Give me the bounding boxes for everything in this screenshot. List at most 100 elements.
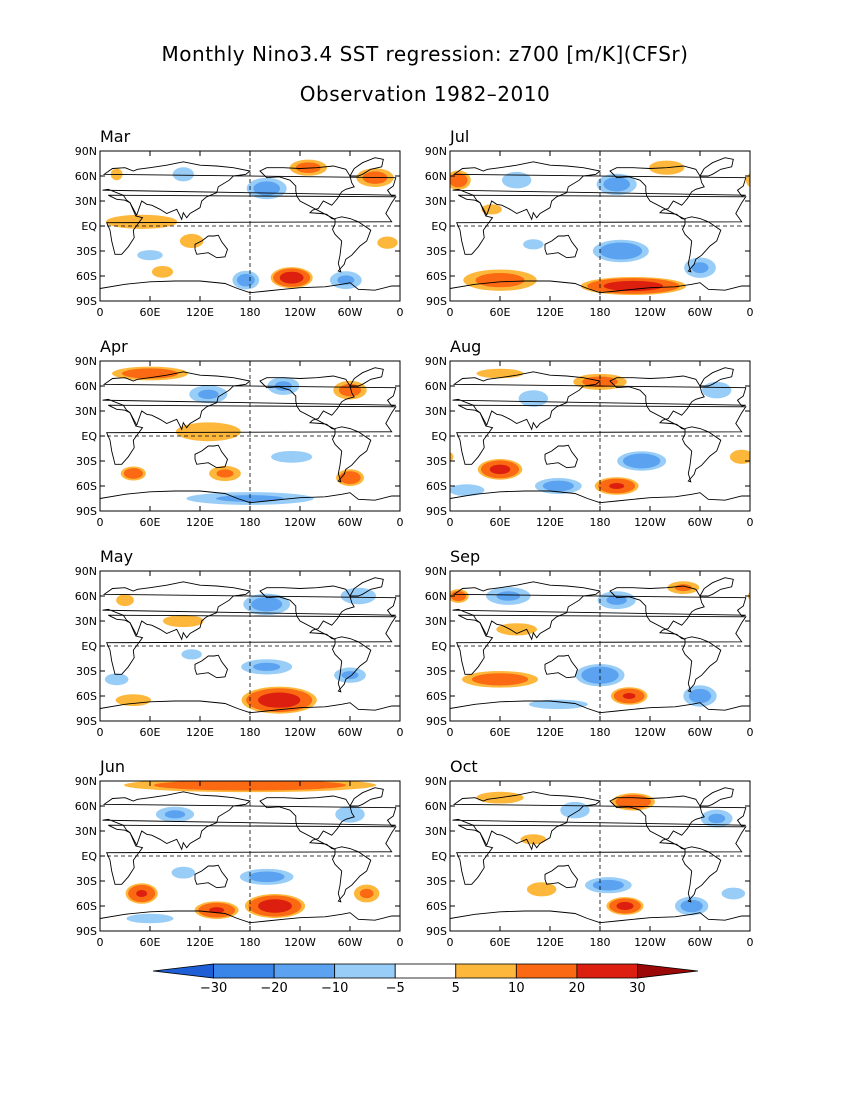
x-tick-label: 60W xyxy=(338,306,363,319)
coastline xyxy=(259,795,355,850)
panel-plot-area xyxy=(100,571,400,721)
coastline xyxy=(349,577,384,597)
coastline xyxy=(106,824,397,885)
x-tick-label: 0 xyxy=(447,306,454,319)
anomaly-region xyxy=(581,666,619,684)
anomaly-region xyxy=(151,265,174,278)
coastline xyxy=(699,367,734,387)
anomaly-region xyxy=(749,177,750,184)
y-tick-label: 30N xyxy=(425,195,447,208)
x-tick-label: 0 xyxy=(397,516,404,529)
x-tick-label: 180 xyxy=(590,516,611,529)
x-tick-label: 0 xyxy=(97,726,104,739)
y-tick-label: EQ xyxy=(431,850,447,863)
x-tick-label: 120E xyxy=(186,306,214,319)
y-tick-label: 90S xyxy=(76,295,97,308)
y-tick-label: 90S xyxy=(426,925,447,938)
coastline xyxy=(681,426,722,483)
coastline xyxy=(699,157,734,177)
anomaly-region xyxy=(747,591,750,601)
anomaly-region xyxy=(175,422,241,442)
coastline xyxy=(544,444,579,469)
panel-plot-area xyxy=(100,361,400,511)
panel-plot-area xyxy=(450,571,750,721)
coastline xyxy=(681,216,722,273)
colorbar-tick-label: −30 xyxy=(200,981,227,996)
anomaly-region xyxy=(105,214,178,229)
y-tick-label: 30N xyxy=(75,405,97,418)
x-tick-label: 0 xyxy=(747,936,754,949)
anomaly-region xyxy=(708,813,726,824)
coastline xyxy=(106,404,397,465)
y-tick-label: 60S xyxy=(76,900,97,913)
coastline xyxy=(456,194,747,255)
x-tick-label: 120W xyxy=(284,306,316,319)
anomaly-region xyxy=(377,236,398,249)
y-tick-label: 60S xyxy=(426,690,447,703)
colorbar-tick-label: 10 xyxy=(508,981,525,996)
y-tick-label: EQ xyxy=(81,640,97,653)
anomaly-region xyxy=(258,899,292,913)
anomaly-region xyxy=(592,879,624,891)
y-tick-label: 90N xyxy=(425,775,447,788)
anomaly-region xyxy=(450,451,454,462)
anomaly-region xyxy=(126,913,174,924)
x-tick-label: 60W xyxy=(688,726,713,739)
panel-plot-area xyxy=(450,781,750,931)
x-tick-label: 0 xyxy=(747,516,754,529)
coastline xyxy=(456,824,747,885)
anomaly-region xyxy=(137,250,163,261)
coastline xyxy=(609,795,705,850)
anomaly-region xyxy=(560,801,590,819)
coastline xyxy=(194,864,229,889)
anomaly-region xyxy=(162,614,204,628)
anomaly-region xyxy=(450,484,485,497)
x-tick-label: 0 xyxy=(747,306,754,319)
y-tick-label: 30S xyxy=(426,665,447,678)
anomaly-region xyxy=(450,173,468,188)
panel-plot-area xyxy=(100,781,400,931)
coastline xyxy=(609,165,705,220)
anomaly-region xyxy=(198,389,219,400)
colorbar-segment xyxy=(576,963,638,979)
x-tick-label: 120W xyxy=(634,936,666,949)
coastline xyxy=(331,846,372,903)
y-tick-label: EQ xyxy=(431,640,447,653)
panel-month-label: Oct xyxy=(450,757,478,776)
colorbar-segment xyxy=(637,963,699,979)
y-tick-label: 30S xyxy=(426,875,447,888)
colorbar-tick-label: 20 xyxy=(569,981,586,996)
coastline xyxy=(450,280,750,294)
y-tick-label: 90S xyxy=(426,715,447,728)
colorbar-tick-label: −5 xyxy=(386,981,405,996)
y-tick-label: 30S xyxy=(76,455,97,468)
x-tick-label: 60E xyxy=(140,516,161,529)
y-tick-label: 90S xyxy=(76,925,97,938)
y-tick-label: 30N xyxy=(425,825,447,838)
coastline xyxy=(544,654,579,679)
y-tick-label: 30N xyxy=(425,405,447,418)
anomaly-region xyxy=(450,590,466,602)
y-tick-label: EQ xyxy=(81,850,97,863)
coastline xyxy=(331,426,372,483)
x-tick-label: 120W xyxy=(634,306,666,319)
x-tick-label: 120W xyxy=(284,726,316,739)
y-tick-label: 90N xyxy=(75,145,97,158)
coastline xyxy=(456,404,747,465)
y-tick-label: 60S xyxy=(76,690,97,703)
coastline xyxy=(450,910,750,924)
panel-month-label: May xyxy=(100,547,133,566)
anomaly-region xyxy=(471,673,529,686)
anomaly-region xyxy=(339,471,361,485)
y-tick-label: 90N xyxy=(425,145,447,158)
figure-subtitle: Observation 1982–2010 xyxy=(299,82,551,106)
anomaly-region xyxy=(501,171,532,189)
anomaly-region xyxy=(599,242,643,260)
anomaly-region xyxy=(171,866,196,879)
x-tick-label: 0 xyxy=(747,726,754,739)
